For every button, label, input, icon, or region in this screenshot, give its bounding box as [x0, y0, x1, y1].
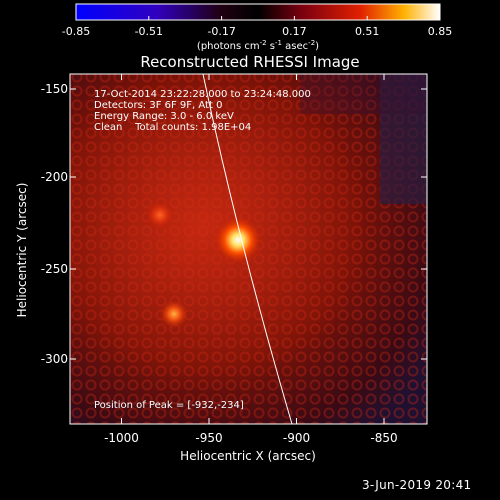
timestamp-footer: 3-Jun-2019 20:41 [362, 478, 472, 492]
colorbar-tick-label: -0.85 [62, 25, 90, 38]
colorbar-tick-label: 0.17 [282, 25, 307, 38]
colorbar-tick-label: -0.51 [135, 25, 163, 38]
y-tick-label: -250 [41, 262, 68, 276]
colorbar-unit-label: (photons cm-2 s-1 asec-2) [197, 39, 319, 52]
peak-position-label: Position of Peak = [-932,-234] [94, 400, 244, 411]
y-axis-ticks [70, 88, 427, 360]
colorbar-tick-label: 0.85 [428, 25, 453, 38]
solar-limb-line [202, 74, 293, 424]
plot-title: Reconstructed RHESSI Image [140, 53, 359, 71]
plot-frame [69, 73, 428, 425]
colorbar-tick-label: 0.51 [355, 25, 380, 38]
y-tick-label: -300 [41, 352, 68, 366]
info-clean-counts: Clean Total counts: 1.98E+04 [94, 122, 251, 133]
flare-source-tertiary [145, 200, 175, 230]
info-time-range: 17-Oct-2014 23:22:28.000 to 23:24:48.000 [94, 89, 311, 100]
x-tick-label: -950 [195, 431, 222, 445]
x-axis-ticks [121, 74, 385, 424]
y-tick-label: -150 [41, 82, 68, 96]
flare-source-main [214, 216, 262, 264]
y-tick-label: -200 [41, 170, 68, 184]
colorbar-ticks [75, 16, 441, 20]
info-energy-range: Energy Range: 3.0 - 6.0 keV [94, 111, 234, 122]
x-axis-label: Heliocentric X (arcsec) [180, 449, 316, 463]
x-tick-label: -850 [370, 431, 397, 445]
x-tick-label: -900 [283, 431, 310, 445]
colorbar [75, 3, 441, 21]
info-detectors: Detectors: 3F 6F 9F, Att 0 [94, 100, 222, 111]
rhessi-image [70, 74, 427, 424]
x-tick-label: -1000 [104, 431, 139, 445]
y-axis-label: Heliocentric Y (arcsec) [15, 183, 29, 318]
flare-source-secondary [159, 299, 189, 329]
colorbar-tick-label: -0.17 [207, 25, 235, 38]
